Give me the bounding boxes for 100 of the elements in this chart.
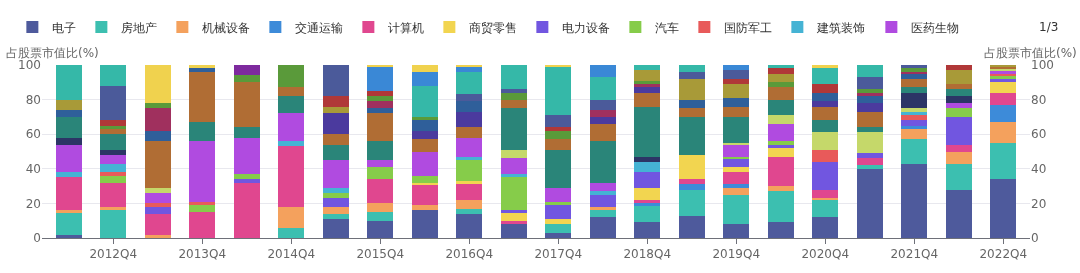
bar xyxy=(901,139,928,164)
bar xyxy=(500,158,527,174)
bar xyxy=(589,77,616,100)
bar xyxy=(723,158,750,168)
legend-label: 国防军工 xyxy=(724,20,773,35)
bar xyxy=(278,65,305,88)
bar xyxy=(456,111,483,128)
bar xyxy=(901,87,928,93)
bar xyxy=(723,84,750,98)
bar xyxy=(411,85,438,117)
bar xyxy=(945,144,972,152)
bar xyxy=(767,87,794,100)
bar xyxy=(500,65,527,90)
x-tick-label: 2013Q4 xyxy=(178,247,227,262)
bar xyxy=(723,106,750,117)
bar xyxy=(144,65,171,104)
bar xyxy=(589,191,616,195)
x-tick-label: 2021Q4 xyxy=(890,247,939,262)
bar xyxy=(589,210,616,218)
y2-tick-label: 80 xyxy=(1031,92,1047,107)
x-tick-label: 2017Q4 xyxy=(534,247,583,262)
bar xyxy=(767,141,794,145)
bar xyxy=(189,71,216,123)
bar xyxy=(456,208,483,214)
bar xyxy=(812,149,839,162)
bar xyxy=(589,65,616,78)
bar xyxy=(812,161,839,190)
bar xyxy=(767,156,794,187)
bar xyxy=(723,142,750,145)
bar xyxy=(233,127,260,138)
bar xyxy=(901,163,928,238)
bar xyxy=(144,103,171,109)
bar xyxy=(278,227,305,238)
bar xyxy=(367,90,394,97)
bar xyxy=(678,179,705,185)
bar xyxy=(456,199,483,209)
bar xyxy=(589,141,616,183)
bar xyxy=(634,65,661,71)
bar xyxy=(767,115,794,124)
bar xyxy=(856,127,883,133)
bar xyxy=(767,191,794,223)
bar xyxy=(500,224,527,238)
bar xyxy=(945,70,972,85)
bar xyxy=(233,65,260,76)
bar xyxy=(812,68,839,85)
bar xyxy=(767,222,794,238)
bar xyxy=(233,182,260,238)
bar xyxy=(856,158,883,166)
bar xyxy=(678,99,705,109)
bar xyxy=(723,97,750,107)
bar xyxy=(678,78,705,100)
bar xyxy=(723,144,750,157)
bar xyxy=(634,172,661,188)
bar xyxy=(723,194,750,225)
bar xyxy=(767,99,794,116)
bar xyxy=(678,154,705,180)
bar xyxy=(278,96,305,114)
bar xyxy=(545,232,572,238)
bar xyxy=(856,165,883,169)
bar xyxy=(723,116,750,143)
bar xyxy=(945,89,972,97)
y-tick-label: 40 xyxy=(25,162,41,176)
legend-label: 医药生物 xyxy=(911,20,960,35)
bar xyxy=(767,73,794,83)
bar xyxy=(411,71,438,86)
y2-tick-label: 20 xyxy=(1031,196,1047,211)
bar xyxy=(545,139,572,150)
bar xyxy=(322,96,349,107)
bar xyxy=(812,217,839,238)
bar xyxy=(678,71,705,79)
bar xyxy=(856,65,883,78)
bar xyxy=(589,123,616,142)
bar xyxy=(411,139,438,152)
bar xyxy=(500,89,527,93)
bar xyxy=(367,220,394,238)
bar xyxy=(901,78,928,88)
text: 1/3 xyxy=(1039,20,1059,34)
bar xyxy=(456,184,483,200)
bar xyxy=(901,108,928,112)
bar xyxy=(55,109,82,117)
bar xyxy=(144,187,171,194)
bar xyxy=(100,120,127,126)
bar xyxy=(767,148,794,157)
y-tick-label: 100 xyxy=(18,58,41,73)
bar xyxy=(545,127,572,131)
bar xyxy=(678,184,705,190)
bar xyxy=(411,210,438,238)
bar xyxy=(945,108,972,117)
bar xyxy=(322,206,349,214)
bar xyxy=(856,153,883,159)
bar xyxy=(589,194,616,207)
bar xyxy=(411,65,438,72)
bar xyxy=(634,205,661,223)
bar xyxy=(545,149,572,188)
bar xyxy=(278,141,305,147)
bar xyxy=(500,92,527,100)
bar xyxy=(500,177,527,211)
bar xyxy=(55,172,82,178)
bar xyxy=(144,206,171,214)
bar xyxy=(545,115,572,128)
